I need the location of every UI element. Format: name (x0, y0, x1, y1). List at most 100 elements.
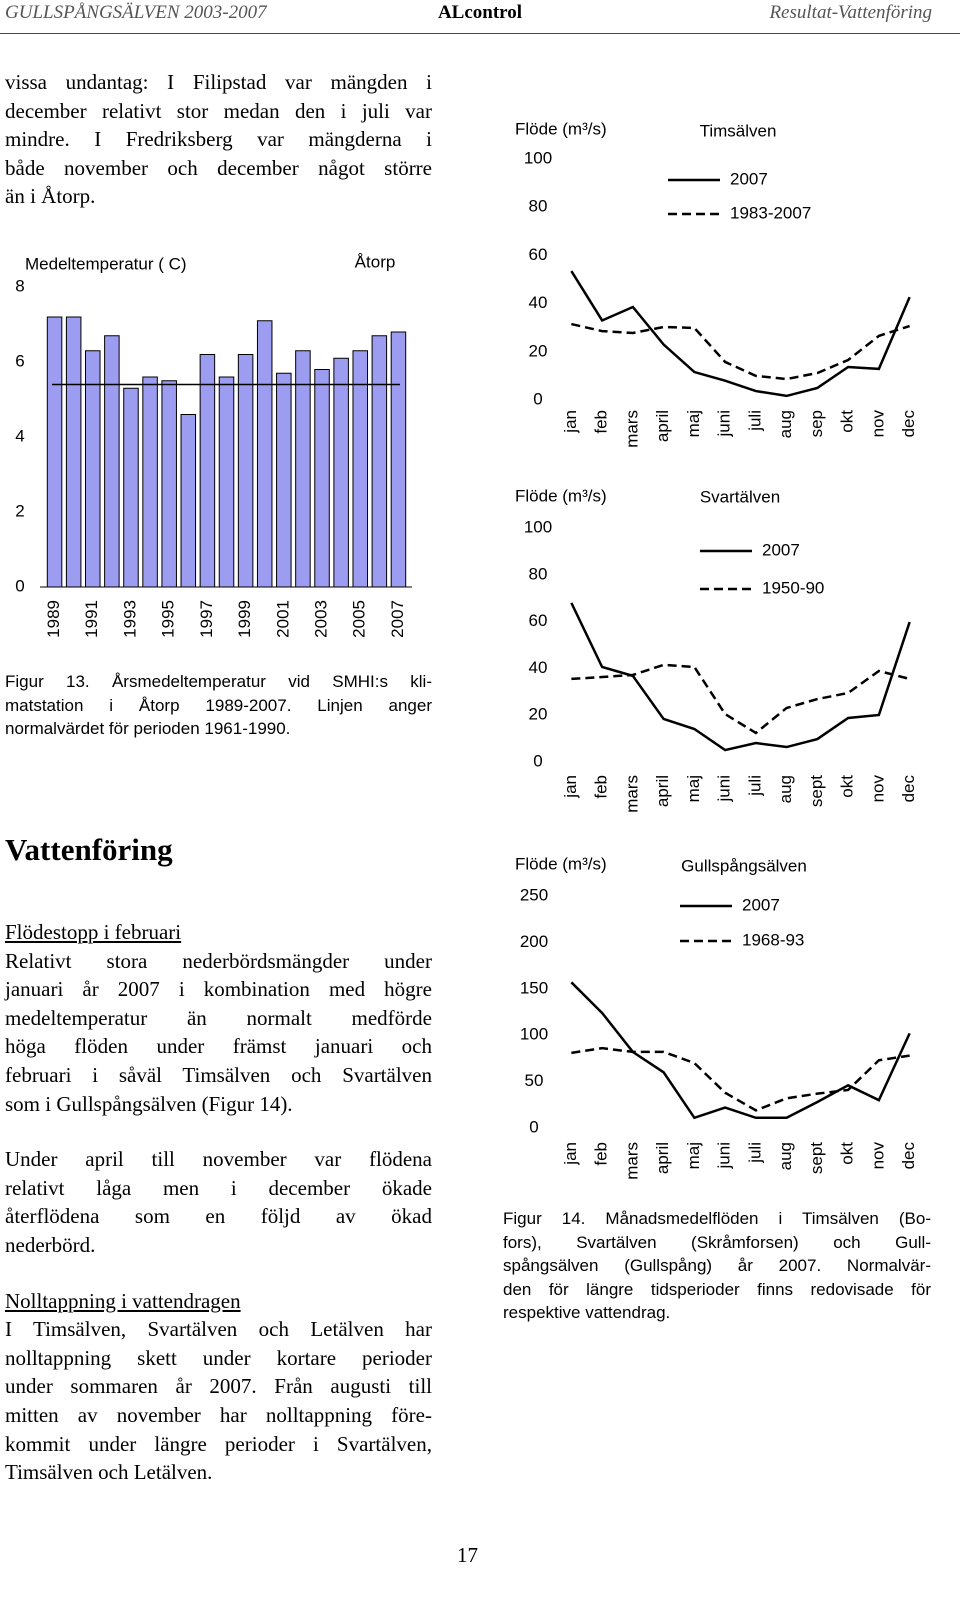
x-tick-label: jan (561, 1142, 580, 1166)
y-tick-label: 200 (520, 932, 548, 951)
y-tick-label: 20 (529, 341, 548, 360)
text-line: relativt låga men i december ökade (5, 1175, 432, 1200)
text-line: Under april till november var flödena (5, 1147, 432, 1172)
page-number: 17 (457, 1543, 478, 1567)
section-heading: Vattenföring (5, 832, 173, 867)
y-tick-label: 100 (520, 1025, 548, 1044)
legend-label: 2007 (762, 540, 800, 559)
x-tick-label: mars (622, 775, 641, 813)
legend-label: 2007 (742, 895, 780, 914)
y-axis-title: Flöde (m³/s) (515, 119, 607, 138)
y-tick-label: 250 (520, 885, 548, 904)
text-line: matstation i Åtorp 1989-2007. Linjen ang… (5, 695, 432, 715)
y-tick-label: 150 (520, 978, 548, 997)
y-tick-label: 60 (529, 245, 548, 264)
text-line: Figur 14. Månadsmedelflöden i Timsälven … (503, 1209, 931, 1228)
y-tick-label: 50 (525, 1071, 544, 1090)
x-tick-label: 2005 (350, 600, 369, 638)
y-tick-label: 80 (529, 197, 548, 216)
y-tick-label: 2 (15, 501, 24, 520)
x-tick-label: mars (622, 410, 641, 448)
y-axis-title: Flöde (m³/s) (515, 854, 607, 873)
text-line: än i Åtorp. (5, 184, 96, 209)
x-tick-label: nov (868, 775, 887, 803)
x-tick-label: aug (776, 410, 795, 438)
x-tick-label: 1997 (197, 600, 216, 638)
x-tick-label: 2007 (388, 600, 407, 638)
bar (46, 316, 63, 588)
bar (371, 335, 388, 588)
subheading: Flödestopp i februari (5, 920, 182, 944)
x-tick-label: feb (592, 410, 611, 434)
legend-label: 1968-93 (742, 930, 804, 949)
x-tick-label: sep (807, 410, 826, 437)
x-tick-label: maj (684, 775, 703, 802)
text-line: december relativt stor medan den i juli … (5, 98, 432, 123)
bar (123, 387, 139, 588)
text-line: återflödena som en följd av ökad (5, 1204, 432, 1229)
header-center: ALcontrol (437, 2, 523, 23)
x-tick-label: april (653, 410, 672, 442)
series-line (571, 663, 910, 735)
bar (295, 350, 311, 588)
text-line: mitten av november har nolltappning före… (5, 1402, 432, 1427)
text-line: Timsälven och Letälven. (5, 1460, 213, 1485)
legend-label: 2007 (730, 169, 768, 188)
bar (333, 357, 349, 588)
header-left: GULLSPÅNGSÄLVEN 2003-2007 (5, 2, 267, 23)
y-tick-label: 60 (529, 611, 548, 630)
x-tick-label: aug (776, 775, 795, 803)
text-line: respektive vattendrag. (503, 1303, 671, 1322)
x-tick-label: okt (838, 1142, 857, 1165)
legend-label: 1983-2007 (730, 203, 811, 222)
text-line: Relativt stora nederbördsmängder under (5, 948, 432, 973)
text-line: som i Gullspångsälven (Figur 14). (5, 1091, 293, 1116)
bar (142, 376, 158, 588)
x-tick-label: juni (715, 1142, 734, 1169)
bar (180, 414, 197, 588)
x-tick-label: 1999 (235, 600, 254, 638)
x-tick-label: dec (899, 775, 918, 803)
text-line: nolltappning skett under kortare periode… (5, 1345, 432, 1370)
x-tick-label: juni (715, 775, 734, 802)
x-tick-label: aug (776, 1142, 795, 1170)
series-line (571, 322, 911, 381)
figure-caption: Figur 14. Månadsmedelflöden i Timsälven … (503, 1207, 931, 1325)
text-line: februari i såväl Timsälven och Svartälve… (5, 1062, 432, 1087)
text-line: nederbörd. (5, 1232, 96, 1257)
chart-title: Timsälven (700, 121, 777, 140)
y-tick-label: 80 (529, 564, 548, 583)
chart-title: Gullspångsälven (681, 856, 807, 875)
chart-title: Svartälven (700, 487, 780, 506)
x-tick-label: sept (807, 1142, 826, 1174)
text-line: under sommaren år 2007. Från augusti til… (5, 1374, 432, 1399)
x-tick-label: feb (592, 775, 611, 799)
y-tick-label: 0 (15, 576, 24, 595)
y-tick-label: 4 (15, 426, 24, 445)
paragraph: Under april till november var flödena rel… (5, 1145, 432, 1259)
text-line: medeltemperatur än normalt medförde (5, 1005, 432, 1030)
bar (65, 316, 82, 588)
x-tick-label: maj (684, 1142, 703, 1169)
y-tick-label: 0 (529, 1117, 538, 1136)
y-tick-label: 6 (15, 351, 24, 370)
series-line (570, 270, 911, 398)
x-tick-label: juli (745, 1142, 764, 1164)
y-tick-label: 0 (533, 751, 542, 770)
y-axis-title: Medeltemperatur ( C) (25, 254, 187, 273)
text-line: både november och december något större (5, 155, 432, 180)
bar (85, 350, 101, 588)
text-line: spångsälven (Gullspång) år 2007. Normalv… (503, 1256, 931, 1275)
chart-title: Åtorp (355, 252, 396, 271)
x-tick-label: 1995 (159, 600, 178, 638)
x-tick-label: juni (715, 410, 734, 437)
legend-label: 1950-90 (762, 578, 824, 597)
x-tick-label: feb (592, 1142, 611, 1166)
x-tick-label: 2001 (273, 600, 292, 638)
header-rule (0, 33, 960, 34)
x-tick-label: 1993 (120, 600, 139, 638)
y-tick-label: 100 (524, 148, 552, 167)
x-tick-label: okt (838, 775, 857, 798)
x-tick-label: 2003 (312, 600, 331, 638)
